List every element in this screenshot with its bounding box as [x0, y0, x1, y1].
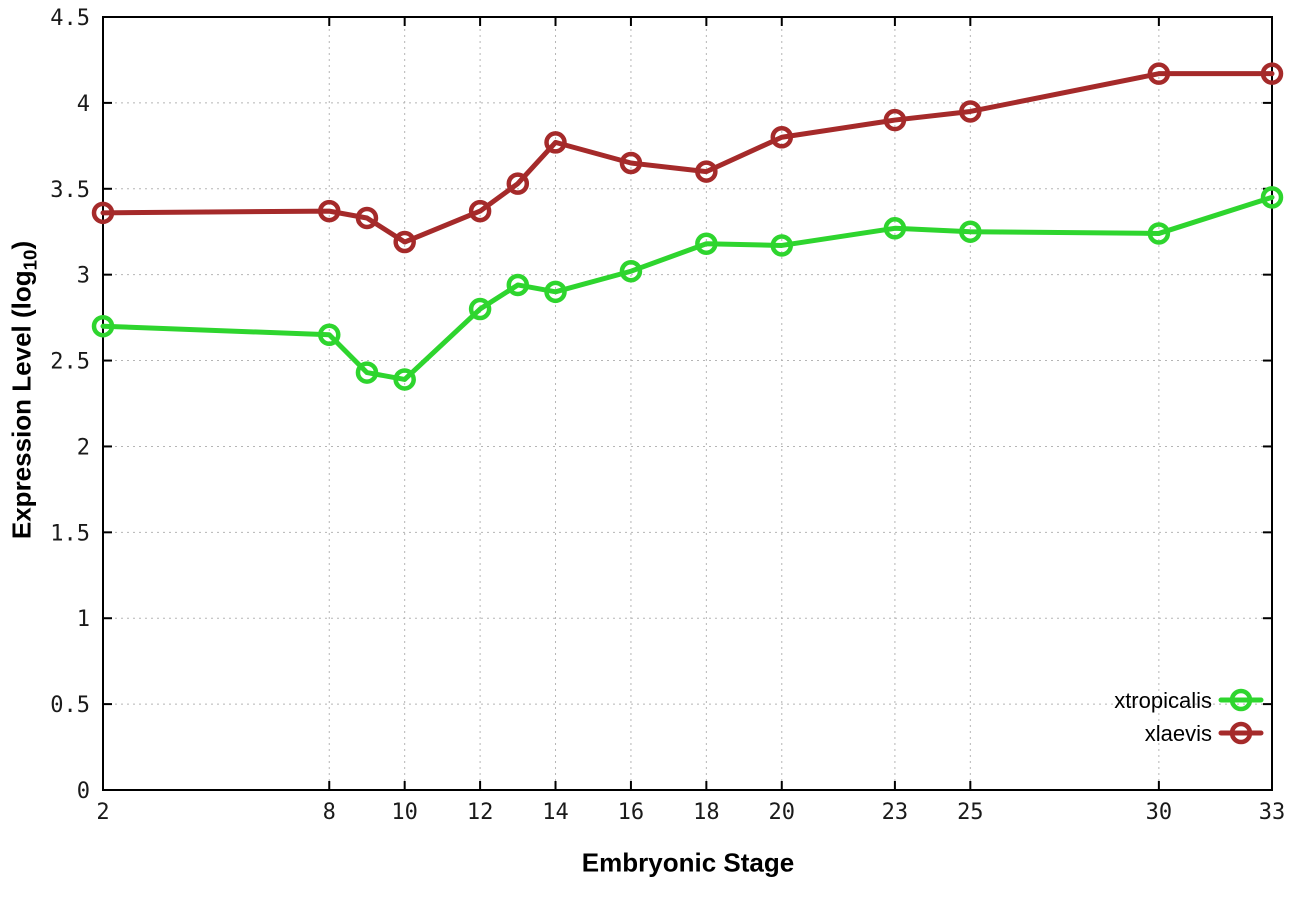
plot-border: [102, 16, 1273, 791]
y-tick-label-4.5: 4.5: [50, 6, 90, 31]
x-tick-label-23: 23: [882, 800, 909, 825]
x-tick-label-25: 25: [957, 800, 984, 825]
marker-xlaevis-23: [883, 108, 907, 132]
y-tick-label-4: 4: [77, 92, 90, 117]
marker-xtropicalis-9: [355, 361, 379, 384]
marker-xlaevis-12: [468, 199, 492, 223]
y-tick-label-3: 3: [77, 264, 90, 289]
series-line-xlaevis: [100, 71, 1275, 245]
y-tick-label-2.5: 2.5: [50, 350, 90, 375]
marker-xtropicalis-33: [1260, 186, 1284, 209]
x-tick-label-33: 33: [1259, 800, 1286, 825]
x-tick-label-2: 2: [96, 800, 109, 825]
y-axis-title-main: Expression Level (log: [6, 270, 37, 540]
x-tick-label-18: 18: [693, 800, 720, 825]
marker-xlaevis-25: [959, 100, 982, 123]
marker-xtropicalis-14: [544, 280, 567, 304]
marker-xlaevis-18: [695, 160, 718, 183]
marker-xtropicalis-23: [883, 217, 907, 240]
marker-xlaevis-33: [1260, 62, 1284, 85]
marker-xlaevis-8: [318, 199, 341, 223]
legend-marker-xtropicalis: [1229, 688, 1253, 712]
marker-xlaevis-30: [1147, 62, 1171, 85]
x-tick-label-20: 20: [769, 800, 796, 825]
y-tick-label-0: 0: [77, 779, 90, 804]
y-tick-label-1.5: 1.5: [50, 521, 90, 546]
marker-xlaevis-14: [544, 131, 567, 154]
marker-xlaevis-9: [355, 206, 379, 230]
marker-xtropicalis-13: [506, 273, 530, 297]
series-line-xtropicalis: [100, 194, 1275, 382]
x-tick-label-12: 12: [467, 800, 494, 825]
marker-xtropicalis-8: [318, 323, 341, 347]
marker-xlaevis-20: [770, 125, 794, 149]
marker-xtropicalis-30: [1147, 222, 1171, 245]
marker-xtropicalis-20: [770, 234, 794, 257]
legend-marker-xlaevis: [1229, 721, 1253, 745]
x-tick-label-8: 8: [323, 800, 336, 825]
marker-xtropicalis-12: [468, 297, 492, 321]
marker-xtropicalis-18: [695, 232, 718, 255]
marker-xlaevis-16: [619, 151, 643, 175]
marker-xtropicalis-2: [91, 314, 115, 338]
y-tick-label-3.5: 3.5: [50, 178, 90, 203]
y-axis-title: Expression Level (log10): [6, 240, 41, 540]
x-axis-title: Embryonic Stage: [581, 847, 795, 878]
marker-xlaevis-10: [393, 230, 416, 254]
marker-xlaevis-2: [91, 201, 115, 225]
x-tick-label-30: 30: [1146, 800, 1173, 825]
y-axis-title-subscript: 10: [19, 249, 41, 271]
x-tick-label-14: 14: [542, 800, 569, 825]
y-axis-title-close: ): [6, 240, 37, 250]
x-tick-label-10: 10: [391, 800, 418, 825]
legend-label-xlaevis: xlaevis: [1145, 721, 1212, 746]
marker-xtropicalis-10: [393, 368, 416, 391]
marker-xlaevis-13: [506, 172, 530, 195]
marker-xtropicalis-25: [959, 220, 982, 243]
legend-label-xtropicalis: xtropicalis: [1114, 688, 1212, 713]
y-tick-label-2: 2: [77, 435, 90, 460]
y-tick-label-1: 1: [77, 607, 90, 632]
x-tick-label-16: 16: [618, 800, 645, 825]
marker-xtropicalis-16: [619, 259, 643, 283]
y-tick-label-0.5: 0.5: [50, 693, 90, 718]
